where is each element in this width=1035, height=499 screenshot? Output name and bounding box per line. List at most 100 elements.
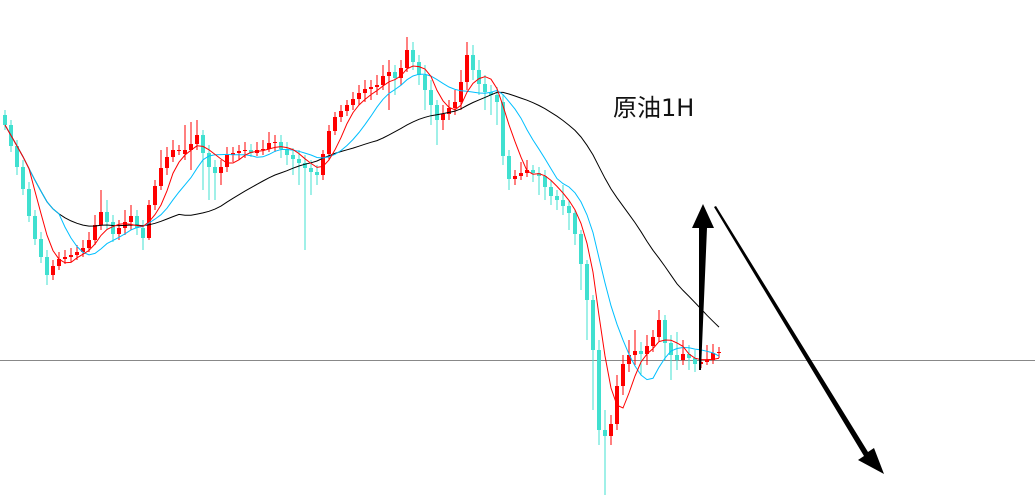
candle-body (189, 144, 193, 150)
candle-body (603, 430, 607, 436)
candle-body (117, 228, 121, 234)
candle (417, 55, 421, 85)
candle-body (39, 239, 43, 257)
candle-body (171, 150, 175, 157)
candle-body (201, 135, 205, 153)
candle-body (675, 355, 679, 360)
candle-body (519, 173, 523, 176)
candle (93, 215, 97, 245)
candle-body (513, 176, 517, 179)
candle (711, 344, 715, 364)
candle-body (687, 354, 691, 358)
candle-body (183, 150, 187, 154)
candle (141, 220, 145, 250)
candle (309, 160, 313, 195)
candle (405, 37, 409, 72)
candle-body (273, 142, 277, 143)
candle-body (495, 95, 499, 102)
candle-body (717, 352, 721, 353)
candle (669, 335, 673, 380)
candle (321, 150, 325, 180)
candle (399, 60, 403, 85)
candle (411, 42, 415, 70)
candle-body (357, 93, 361, 99)
candle-body (609, 424, 613, 436)
candle-body (321, 154, 325, 175)
candle (345, 100, 349, 116)
candle-body (441, 114, 445, 120)
candle-body (225, 155, 229, 167)
candle (363, 80, 367, 102)
candle-body (159, 168, 163, 186)
candle-body (237, 151, 241, 153)
candle-body (213, 167, 217, 173)
candle-body (621, 364, 625, 386)
candle (237, 145, 241, 160)
candle-body (345, 105, 349, 111)
candle (261, 140, 265, 155)
candle (471, 45, 475, 80)
candle (285, 142, 289, 165)
candle (705, 345, 709, 365)
candle (549, 180, 553, 205)
candle-body (153, 186, 157, 205)
ma-fast-line (4, 65, 720, 409)
candle (645, 335, 649, 365)
candle (435, 100, 439, 145)
candle-body (693, 358, 697, 364)
candle (477, 60, 481, 95)
candle (441, 105, 445, 130)
candle (183, 125, 187, 160)
candle-body (663, 320, 667, 343)
candle-body (135, 216, 139, 228)
candle-body (279, 142, 283, 149)
candle-body (105, 212, 109, 222)
candle-body (543, 176, 547, 187)
candle-body (111, 222, 115, 234)
candle (333, 112, 337, 135)
candle (633, 330, 637, 365)
candle-body (525, 170, 529, 173)
candle (87, 232, 91, 252)
candle-body (471, 55, 475, 70)
candle (213, 160, 217, 200)
candle (603, 410, 607, 495)
candle-body (381, 76, 385, 85)
candle-body (705, 360, 709, 362)
candle (591, 295, 595, 410)
candle-body (411, 50, 415, 62)
candle-body (465, 55, 469, 82)
candle-body (177, 150, 181, 151)
candle (177, 145, 181, 155)
candle-body (579, 234, 583, 264)
candle-body (75, 252, 79, 255)
candle-body (27, 189, 31, 216)
candle-body (657, 320, 661, 337)
candle (3, 110, 7, 130)
candle-body (285, 149, 289, 155)
candle (219, 160, 223, 185)
candle (423, 65, 427, 110)
candle-body (45, 257, 49, 275)
candle (297, 150, 301, 185)
candle-body (477, 70, 481, 84)
candle (303, 155, 307, 250)
candle (531, 165, 535, 182)
candle-body (165, 157, 169, 168)
candle-body (3, 115, 7, 125)
candle-body (231, 153, 235, 155)
candle-body (393, 72, 397, 78)
candle-body (387, 72, 391, 76)
candle (717, 347, 721, 358)
ma-mid-line (4, 73, 720, 381)
candle-body (339, 111, 343, 117)
candle (45, 250, 49, 285)
candle (255, 142, 259, 156)
candle-body (303, 163, 307, 168)
candle (111, 215, 115, 242)
candle-body (453, 102, 457, 108)
candle-body (567, 206, 571, 213)
candle-body (507, 156, 511, 179)
chart-title: 原油1H (613, 94, 695, 122)
candle-body (99, 212, 103, 225)
